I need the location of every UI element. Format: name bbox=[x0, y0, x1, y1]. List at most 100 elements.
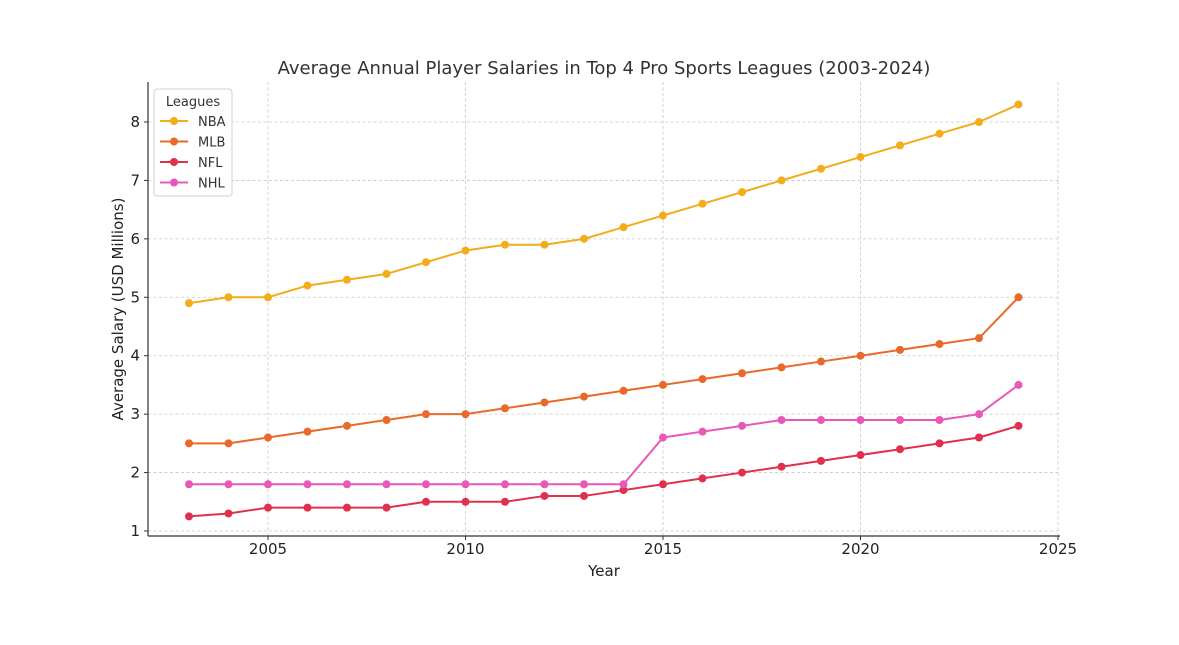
data-point-nfl bbox=[896, 445, 904, 454]
series-line-nba bbox=[188, 103, 1019, 305]
data-point-nba bbox=[501, 240, 509, 249]
data-point-nfl bbox=[935, 439, 944, 448]
data-point-mlb bbox=[303, 427, 312, 436]
data-point-nhl bbox=[619, 480, 628, 489]
chart-title: Average Annual Player Salaries in Top 4 … bbox=[278, 58, 931, 79]
data-point-nfl bbox=[501, 497, 509, 506]
data-point-nhl bbox=[698, 427, 707, 436]
data-point-nfl bbox=[738, 468, 746, 477]
grid-lines bbox=[148, 82, 1059, 536]
y-tick-label: 8 bbox=[130, 113, 140, 131]
series-line-mlb bbox=[189, 296, 1020, 445]
data-point-nba bbox=[738, 188, 746, 197]
data-point-nfl bbox=[975, 433, 983, 442]
data-point-nba bbox=[817, 164, 825, 173]
data-point-nhl bbox=[777, 415, 786, 424]
data-point-nba bbox=[856, 153, 865, 162]
data-point-nba bbox=[461, 246, 470, 255]
data-point-nhl bbox=[975, 410, 983, 419]
data-point-mlb bbox=[777, 363, 786, 372]
data-point-mlb bbox=[343, 421, 351, 430]
data-point-mlb bbox=[619, 386, 628, 395]
data-point-nfl bbox=[619, 486, 628, 495]
data-point-nfl bbox=[659, 480, 667, 489]
data-point-nhl bbox=[1014, 380, 1023, 389]
data-point-nfl bbox=[343, 503, 351, 512]
x-tick-label: 2025 bbox=[1039, 540, 1077, 558]
series-line-nfl bbox=[188, 424, 1019, 518]
data-point-nba bbox=[659, 211, 667, 220]
data-point-nfl bbox=[185, 512, 193, 521]
data-point-nhl bbox=[185, 480, 193, 489]
data-point-mlb bbox=[422, 410, 430, 419]
legend-label-nhl: NHL bbox=[198, 177, 226, 192]
data-point-nba bbox=[975, 118, 983, 126]
data-point-nhl bbox=[501, 480, 509, 489]
x-axis-label: Year bbox=[587, 562, 621, 580]
data-point-mlb bbox=[1014, 293, 1023, 302]
legend-marker-mlb bbox=[170, 137, 178, 146]
data-point-mlb bbox=[264, 433, 272, 442]
data-point-nba bbox=[1014, 100, 1023, 109]
y-tick-label: 7 bbox=[130, 171, 140, 189]
data-point-nhl bbox=[935, 415, 944, 424]
data-point-nba bbox=[896, 141, 904, 150]
data-point-nhl bbox=[382, 480, 391, 489]
series-group bbox=[185, 100, 1023, 521]
data-point-mlb bbox=[224, 439, 233, 448]
data-point-mlb bbox=[540, 398, 549, 407]
y-ticks: 1 2 3 4 5 6 7 8 bbox=[130, 113, 148, 540]
y-tick-label: 1 bbox=[130, 522, 140, 540]
data-point-nhl bbox=[580, 480, 588, 489]
data-point-mlb bbox=[382, 415, 391, 424]
data-point-mlb bbox=[856, 351, 865, 360]
data-point-nba bbox=[264, 293, 272, 302]
data-point-nfl bbox=[224, 509, 233, 518]
data-point-mlb bbox=[896, 345, 904, 354]
data-point-nhl bbox=[422, 480, 430, 489]
data-point-nfl bbox=[540, 491, 549, 500]
x-tick-label: 2010 bbox=[446, 540, 484, 558]
data-point-nba bbox=[935, 129, 944, 138]
data-point-nba bbox=[540, 240, 549, 249]
data-point-nhl bbox=[224, 480, 233, 489]
data-point-nba bbox=[343, 275, 351, 284]
data-point-mlb bbox=[975, 334, 983, 343]
y-tick-label: 4 bbox=[130, 347, 140, 365]
data-point-mlb bbox=[461, 410, 470, 419]
data-point-nba bbox=[422, 258, 430, 267]
data-point-nfl bbox=[580, 491, 588, 500]
legend-marker-nfl bbox=[170, 158, 178, 166]
legend-title: Leagues bbox=[166, 95, 220, 110]
legend-marker-nba bbox=[170, 117, 178, 125]
x-tick-label: 2015 bbox=[644, 540, 682, 558]
data-point-mlb bbox=[817, 357, 825, 366]
data-point-mlb bbox=[501, 404, 509, 413]
y-axis-label: Average Salary (USD Millions) bbox=[109, 198, 127, 421]
data-point-nfl bbox=[817, 456, 825, 465]
legend-box bbox=[153, 88, 233, 197]
data-point-nfl bbox=[461, 497, 470, 506]
series-line-nhl bbox=[189, 384, 1020, 486]
data-point-nfl bbox=[698, 474, 707, 483]
legend-label-nba: NBA bbox=[198, 115, 226, 130]
data-point-mlb bbox=[580, 392, 588, 401]
data-point-nfl bbox=[777, 462, 786, 471]
data-point-nfl bbox=[303, 503, 312, 512]
data-point-nhl bbox=[343, 480, 351, 489]
y-tick-label: 6 bbox=[130, 230, 140, 248]
data-point-nba bbox=[303, 281, 312, 290]
data-point-nfl bbox=[422, 497, 430, 506]
data-point-mlb bbox=[935, 340, 944, 349]
data-point-nfl bbox=[264, 503, 272, 512]
legend-label-nfl: NFL bbox=[198, 156, 223, 171]
data-point-nhl bbox=[817, 415, 825, 424]
data-point-nhl bbox=[264, 480, 272, 489]
data-point-nhl bbox=[303, 480, 312, 489]
y-tick-label: 5 bbox=[130, 288, 140, 306]
x-tick-label: 2020 bbox=[841, 540, 879, 558]
data-point-nhl bbox=[896, 415, 904, 424]
legend-marker-nhl bbox=[170, 178, 178, 187]
data-point-nba bbox=[777, 176, 786, 185]
